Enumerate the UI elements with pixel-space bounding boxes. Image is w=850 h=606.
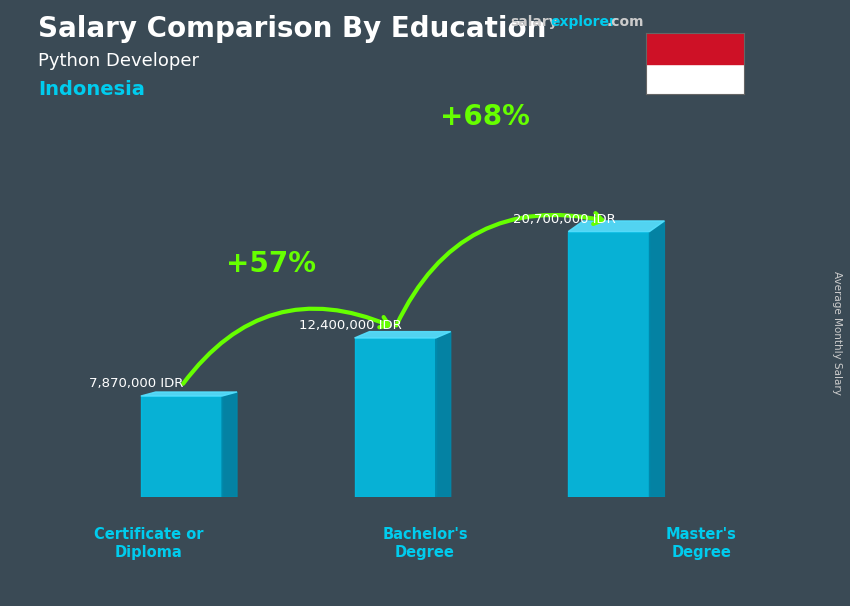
Text: 12,400,000 IDR: 12,400,000 IDR [299, 319, 401, 332]
Bar [646, 33, 744, 64]
Text: 20,700,000 IDR: 20,700,000 IDR [513, 213, 615, 225]
Polygon shape [222, 392, 237, 497]
Bar [141, 396, 222, 497]
Text: Bachelor's
Degree: Bachelor's Degree [382, 527, 468, 559]
Text: Certificate or
Diploma: Certificate or Diploma [94, 527, 203, 559]
Text: 7,870,000 IDR: 7,870,000 IDR [89, 377, 184, 390]
Bar [354, 338, 436, 497]
Text: Indonesia: Indonesia [38, 80, 145, 99]
Polygon shape [141, 392, 237, 396]
Text: .com: .com [607, 15, 644, 29]
Polygon shape [649, 221, 665, 497]
Text: salary: salary [510, 15, 558, 29]
Bar [569, 231, 649, 497]
Text: +57%: +57% [226, 250, 316, 278]
Text: Master's
Degree: Master's Degree [666, 527, 737, 559]
Text: Python Developer: Python Developer [38, 52, 199, 70]
Text: explorer: explorer [551, 15, 617, 29]
Polygon shape [569, 221, 665, 231]
Polygon shape [354, 331, 450, 338]
Text: Average Monthly Salary: Average Monthly Salary [832, 271, 842, 395]
Polygon shape [436, 331, 450, 497]
Text: Salary Comparison By Education: Salary Comparison By Education [38, 15, 547, 43]
Text: +68%: +68% [440, 103, 530, 131]
